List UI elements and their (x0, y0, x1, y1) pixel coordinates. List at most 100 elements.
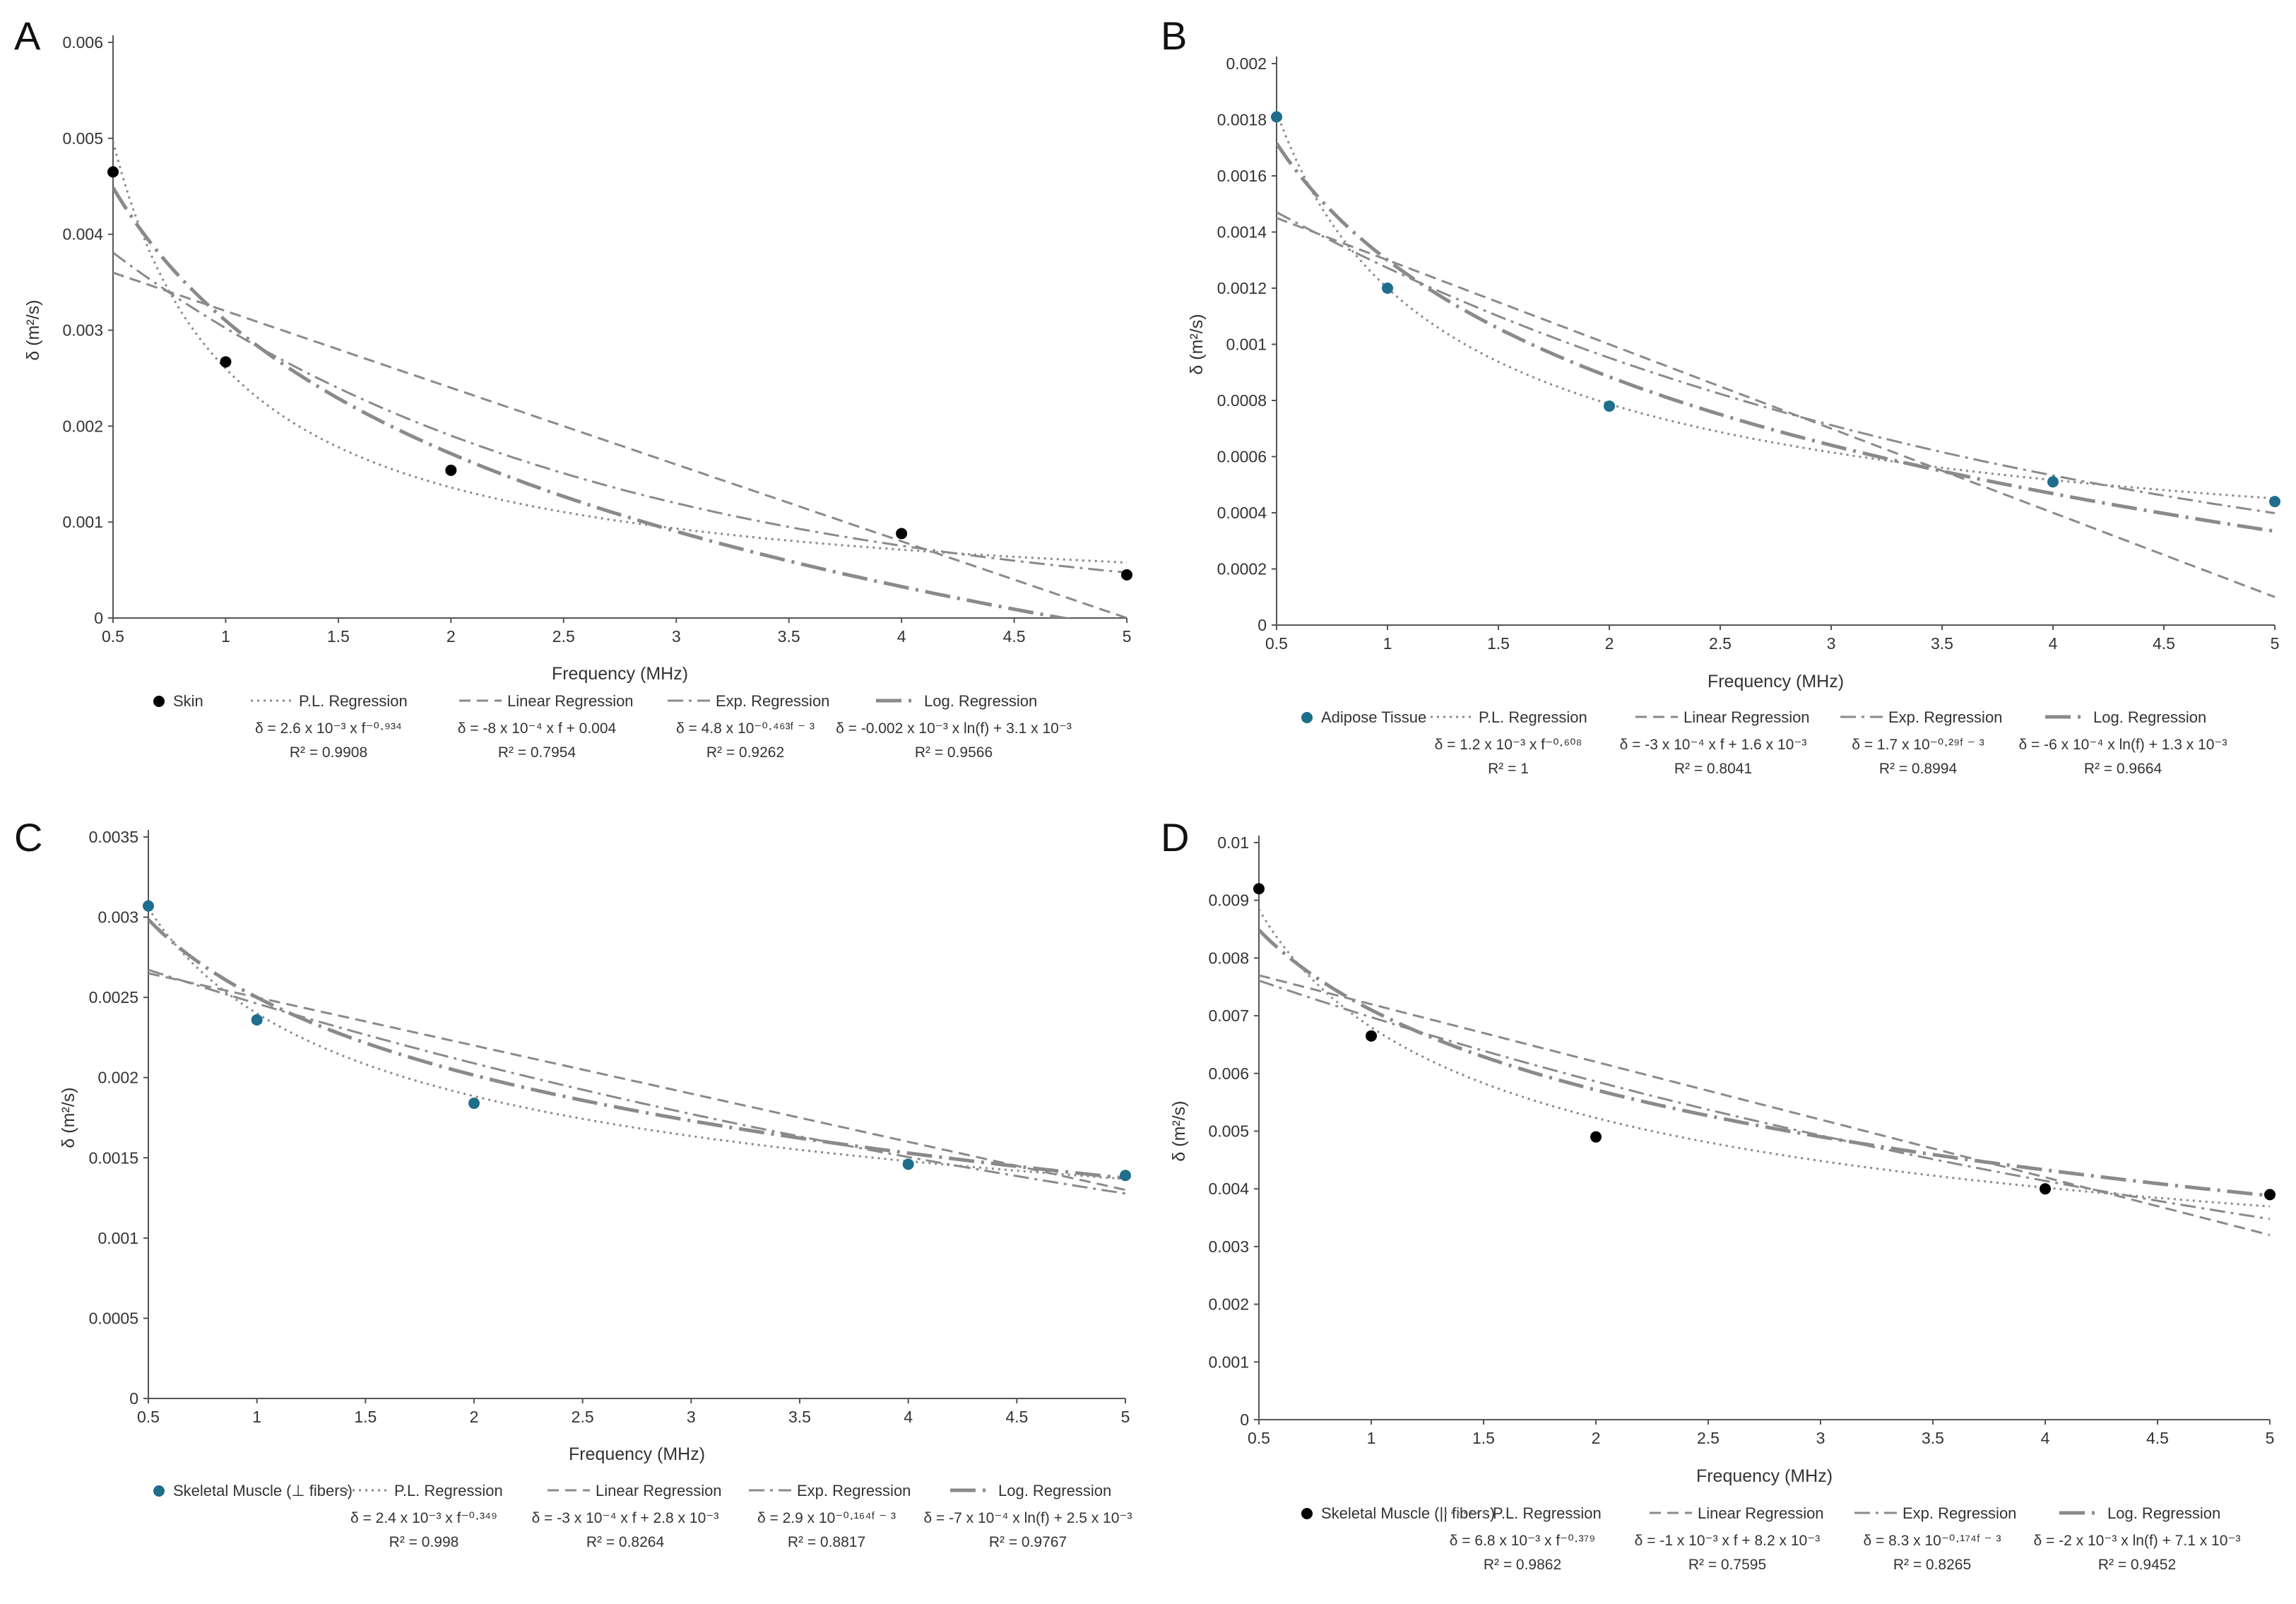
data-point (2264, 1189, 2276, 1201)
chart-d: 0 0.001 0.002 0.003 0.004 0.005 0.006 0.007 0.00… (1169, 833, 2276, 1573)
fit-equation: δ = 2.9 x 10⁻⁰·¹⁶⁴ᶠ ⁻ ³ (757, 1510, 896, 1526)
data-point (902, 1158, 914, 1170)
y-tick-label: 0.004 (1208, 1180, 1249, 1198)
x-tick-label: 1.5 (1472, 1429, 1495, 1447)
fit-equation: δ = -0.002 x 10⁻³ x ln(f) + 3.1 x 10⁻³ (836, 720, 1072, 737)
data-point (220, 356, 232, 368)
legend-fit-label: Linear Regression (1683, 708, 1810, 726)
x-tick-label: 4 (2041, 1429, 2050, 1447)
y-axis-label: δ (m²/s) (59, 1087, 78, 1148)
fit-equation: δ = -2 x 10⁻³ x ln(f) + 7.1 x 10⁻³ (2034, 1533, 2241, 1549)
x-tick-label: 4.5 (2146, 1429, 2169, 1447)
data-point (1271, 111, 1282, 123)
y-tick-label: 0.01 (1217, 833, 1249, 852)
y-tick-label: 0.0002 (1217, 560, 1267, 578)
fit-line-log (1259, 928, 2271, 1198)
y-tick-label: 0.005 (1208, 1122, 1249, 1141)
y-tick-label: 0.002 (97, 1069, 138, 1087)
y-axis-label: δ (m²/s) (23, 299, 43, 360)
fit-equation: δ = -3 x 10⁻⁴ x f + 1.6 x 10⁻³ (1620, 737, 1807, 753)
legend-series-label: Skin (173, 692, 203, 710)
fit-r-squared: R² = 0.7595 (1688, 1557, 1766, 1573)
x-tick-label: 3.5 (788, 1408, 811, 1426)
y-tick-label: 0.005 (62, 129, 103, 148)
fit-equation: δ = -7 x 10⁻⁴ x ln(f) + 2.5 x 10⁻³ (924, 1510, 1132, 1526)
data-point (468, 1098, 480, 1110)
fit-r-squared: R² = 0.998 (389, 1534, 459, 1550)
data-point (445, 464, 457, 476)
x-tick-label: 5 (1121, 1408, 1130, 1426)
legend-fit-label: Linear Regression (596, 1482, 722, 1499)
panel-b: B 0 0.0002 0.0004 0.0006 0.0008 0.001 0.0012 0.… (1148, 0, 2296, 802)
legend-fit-label: P.L. Regression (1479, 708, 1587, 726)
y-tick-label: 0.003 (97, 908, 138, 927)
legend-fit-label: P.L. Regression (1493, 1504, 1602, 1522)
legend-fit-label: Log. Regression (2093, 708, 2206, 726)
fit-equation: δ = 6.8 x 10⁻³ x f⁻⁰·³⁷⁹ (1450, 1533, 1596, 1549)
x-tick-label: 0.5 (1248, 1429, 1270, 1447)
panel-label: A (14, 13, 41, 58)
fit-r-squared: R² = 0.9262 (706, 744, 784, 761)
y-tick-label: 0.001 (97, 1229, 138, 1247)
y-tick-label: 0 (1240, 1410, 1249, 1429)
fit-r-squared: R² = 0.8994 (1879, 761, 1958, 777)
y-tick-label: 0.0006 (1217, 448, 1267, 466)
y-tick-label: 0.0012 (1217, 279, 1267, 297)
x-tick-label: 1 (221, 627, 230, 646)
fit-r-squared: R² = 0.8265 (1893, 1557, 1971, 1573)
legend-series-label: Adipose Tissue (1321, 708, 1426, 726)
x-tick-label: 5 (2266, 1429, 2275, 1447)
fit-r-squared: R² = 0.9664 (2084, 761, 2162, 777)
y-tick-label: 0.0014 (1217, 223, 1267, 242)
x-tick-label: 2 (470, 1408, 479, 1426)
y-tick-label: 0.0008 (1217, 391, 1267, 410)
fit-line-linear (1277, 217, 2276, 598)
legend-fit-label: Log. Regression (2107, 1504, 2220, 1522)
y-tick-label: 0.007 (1208, 1006, 1249, 1025)
x-axis-label: Frequency (MHz) (1696, 1466, 1833, 1486)
x-tick-label: 2 (1592, 1429, 1601, 1447)
chart-a: 0 0.001 0.002 0.003 0.004 0.005 0.006 0.5 1 1.5 2 2… (23, 33, 1132, 761)
y-tick-label: 0.001 (1226, 335, 1267, 354)
legend-fit-label: Exp. Regression (797, 1482, 911, 1499)
legend-fit-label: Exp. Regression (716, 692, 829, 710)
x-tick-label: 5 (1123, 627, 1132, 646)
legend-marker (1301, 712, 1313, 723)
legend: Skeletal Muscle (⊥ fibers) P.L. Regressio… (153, 1482, 1132, 1550)
fit-equation: δ = 8.3 x 10⁻⁰·¹⁷⁴ᶠ ⁻ ³ (1863, 1533, 2001, 1549)
y-tick-label: 0.001 (62, 513, 103, 531)
y-axis-label: δ (m²/s) (1169, 1100, 1189, 1161)
legend-marker (153, 1485, 165, 1497)
y-tick-label: 0.009 (1208, 891, 1249, 910)
y-tick-label: 0.003 (62, 321, 103, 340)
data-point (1121, 569, 1132, 581)
fit-equation: δ = 1.7 x 10⁻⁰·²⁹ᶠ ⁻ ³ (1852, 737, 1984, 753)
x-tick-label: 3.5 (1931, 634, 1953, 653)
legend-series-label: Skeletal Muscle (|| fibers) (1321, 1504, 1495, 1522)
x-tick-label: 3.5 (778, 627, 800, 646)
legend-marker (153, 696, 165, 707)
x-axis-label: Frequency (MHz) (552, 664, 688, 684)
x-axis-label: Frequency (MHz) (1708, 672, 1844, 691)
x-tick-label: 3 (672, 627, 681, 646)
x-tick-label: 2 (1605, 634, 1614, 653)
panel-d: D 0 0.001 0.002 0.003 0.004 0.005 0.006 0.007 0.… (1148, 802, 2296, 1604)
data-point (143, 900, 154, 912)
legend-fit-label: Linear Regression (507, 692, 634, 710)
fit-equation: δ = -8 x 10⁻⁴ x f + 0.004 (458, 720, 617, 737)
data-point (2047, 476, 2059, 488)
legend-marker (1301, 1508, 1313, 1519)
y-tick-label: 0.002 (62, 417, 103, 435)
y-tick-label: 0.0018 (1217, 111, 1267, 129)
fit-line-log (1277, 142, 2276, 533)
fit-line-power (148, 907, 1126, 1180)
legend-fit-label: Exp. Regression (1888, 708, 2002, 726)
fit-equation: δ = -6 x 10⁻⁴ x ln(f) + 1.3 x 10⁻³ (2019, 737, 2227, 753)
data-point (1253, 883, 1265, 895)
x-tick-label: 0.5 (137, 1408, 160, 1426)
data-point (896, 528, 908, 540)
data-point (1590, 1131, 1602, 1143)
x-axis-label: Frequency (MHz) (569, 1444, 705, 1464)
y-tick-label: 0.006 (1208, 1064, 1249, 1083)
y-tick-label: 0.0035 (89, 828, 138, 846)
